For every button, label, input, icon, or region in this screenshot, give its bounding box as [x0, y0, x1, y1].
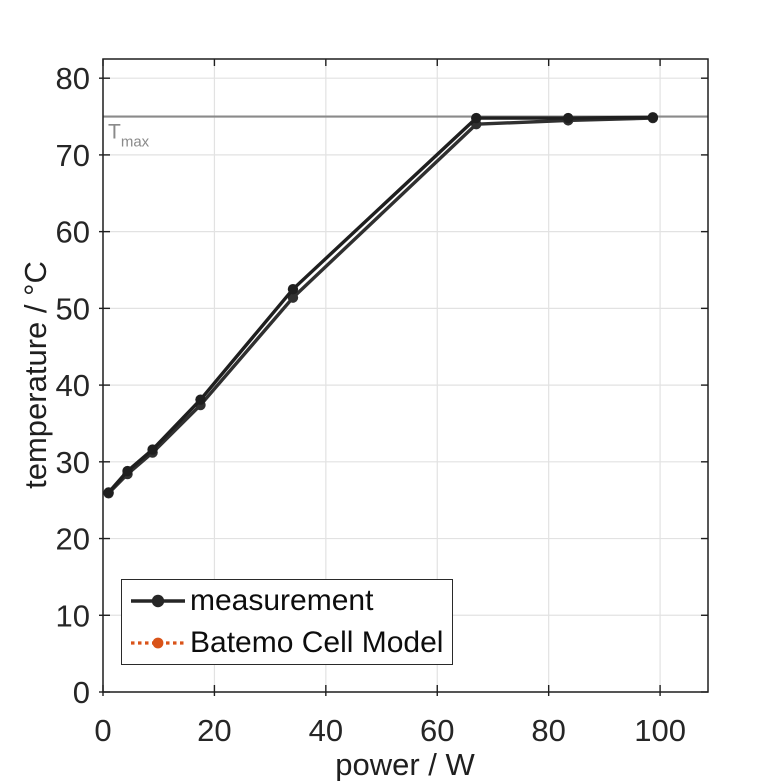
data-point-marker	[122, 465, 133, 477]
x-tick-label: 0	[94, 713, 111, 748]
tick-marks	[99, 59, 708, 696]
legend-item-batemo-cell-model: Batemo Cell Model	[129, 623, 452, 663]
tick-labels: 0 20 40 60 80 100 0 10 20 30 40 50 60 70 80	[56, 61, 686, 748]
y-tick-label: 40	[56, 368, 90, 403]
measurement-line-swatch	[131, 595, 185, 608]
data-point-marker	[562, 112, 574, 124]
series-line-model	[107, 116, 653, 495]
x-tick-label: 80	[531, 713, 565, 748]
data-point-marker	[471, 112, 482, 124]
data-point-marker	[287, 283, 299, 295]
x-axis-label: power / W	[335, 747, 475, 781]
data-point-marker	[287, 292, 299, 303]
x-tick-label: 60	[420, 713, 454, 748]
data-point-marker	[103, 487, 114, 498]
y-tick-label: 20	[56, 522, 90, 557]
measurement-swatch-marker-icon	[151, 595, 165, 608]
legend-label-measurement: measurement	[190, 584, 374, 618]
legend-item-measurement: measurement	[129, 581, 452, 621]
y-tick-label: 10	[56, 598, 90, 633]
y-tick-label: 80	[56, 61, 90, 96]
legend: measurement Batemo Cell Model	[121, 579, 453, 665]
tmax-line-group: Tmax	[103, 115, 708, 151]
model-line-swatch	[131, 637, 185, 649]
series-lines	[103, 112, 659, 499]
y-tick-label: 30	[56, 445, 90, 480]
y-tick-label: 70	[56, 138, 90, 173]
data-point-marker	[195, 394, 206, 405]
x-tick-label: 40	[309, 713, 343, 748]
axes-border	[102, 58, 709, 693]
y-tick-label: 0	[73, 675, 90, 710]
axes-box	[102, 58, 709, 693]
y-tick-label: 60	[56, 215, 90, 250]
legend-label-batemo-cell-model: Batemo Cell Model	[190, 625, 444, 659]
x-tick-label: 20	[197, 713, 231, 748]
y-axis-label: temperature / °C	[18, 261, 53, 489]
model-swatch-marker-icon	[152, 637, 164, 649]
gridlines	[102, 59, 708, 693]
data-point-marker	[147, 444, 158, 455]
data-point-marker	[647, 112, 659, 123]
y-tick-label: 50	[56, 291, 90, 326]
tmax-label: Tmax	[108, 121, 150, 151]
series-line-measurement	[107, 115, 653, 494]
x-tick-label: 100	[634, 713, 686, 748]
